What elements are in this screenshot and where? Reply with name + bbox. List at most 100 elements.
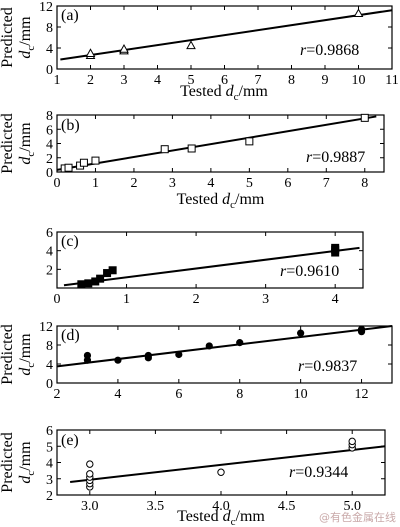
y-axis-label-line1: Predicted: [0, 432, 16, 492]
point-3-6: [108, 266, 117, 275]
point-3-9: [331, 243, 340, 252]
point-2-6: [160, 145, 169, 154]
panel-label: (c): [61, 233, 79, 250]
x-tick-label: 7: [255, 73, 262, 88]
y-tick-label: 4: [46, 42, 53, 57]
point-4-5: [144, 351, 152, 360]
y-tick-label: 8: [46, 109, 53, 124]
point-5-7: [217, 468, 225, 476]
point-4-3: [114, 356, 122, 364]
x-axis-text: Tested: [177, 508, 223, 525]
watermark-text: @有色金属在线: [319, 510, 396, 524]
x-tick-label: 1: [123, 292, 130, 307]
x-tick-label: 11: [385, 73, 398, 88]
x-axis-unit: /mm: [236, 508, 266, 525]
point-4-2: [83, 351, 92, 360]
y-axis-symbol: d: [17, 475, 34, 484]
x-axis-text: Tested: [177, 191, 223, 208]
x-axis-symbol: d: [226, 83, 235, 100]
x-tick-label: 8: [236, 387, 243, 402]
point-3-1: [77, 280, 86, 289]
y-tick-label: 12: [39, 0, 53, 15]
panel-label: (d): [61, 327, 80, 344]
point-2-5: [91, 156, 100, 165]
r-symbol: r: [289, 464, 296, 481]
chart-panel-c: 0 1 2 3 4 2 4 6 (c) r=0.9610: [46, 226, 364, 307]
y-tick-label: 2: [46, 489, 53, 504]
x-tick-label: 1: [92, 176, 99, 191]
correlation-label: r=0.9344: [289, 464, 348, 481]
panel-label: (b): [61, 117, 80, 134]
x-tick-label: 2: [130, 176, 137, 191]
y-tick-label: 4: [46, 138, 53, 153]
point-4-7: [205, 342, 213, 350]
y-axis-subscript: c: [25, 46, 37, 51]
x-tick-label: 2: [54, 387, 61, 402]
y-axis-unit: /mm: [17, 16, 34, 46]
x-tick-label: 2: [193, 292, 200, 307]
y-tick-label: 2: [46, 263, 53, 278]
x-tick-label: 6: [221, 73, 228, 88]
x-tick-label: 3: [169, 176, 176, 191]
x-axis-subscript: c: [231, 516, 236, 527]
point-4-9: [297, 329, 305, 337]
x-tick-label: 3.5: [147, 499, 165, 514]
x-tick-label: 4: [154, 73, 161, 88]
r-value: =0.9868: [306, 42, 359, 59]
x-tick-label: 3.0: [81, 499, 99, 514]
y-axis-subscript: c: [25, 471, 37, 476]
correlation-label: r=0.9868: [300, 42, 359, 59]
point-2-9: [360, 113, 369, 122]
x-tick-label: 6: [175, 387, 182, 402]
y-axis-symbol: d: [17, 50, 34, 59]
x-axis-symbol: d: [222, 191, 231, 208]
x-tick-label: 3: [262, 292, 269, 307]
plot-frame: [56, 429, 386, 496]
x-tick-label: 3: [121, 73, 128, 88]
x-tick-label: 12: [355, 387, 369, 402]
r-symbol: r: [298, 358, 305, 375]
point-2-4: [79, 158, 88, 167]
plot-frame: [56, 325, 393, 384]
point-1-6: [353, 8, 364, 18]
x-axis-text: Tested: [180, 83, 226, 100]
x-tick-label: 10: [352, 73, 366, 88]
x-tick-label: 5.0: [343, 499, 361, 514]
y-axis-label-line1: Predicted: [0, 113, 16, 173]
fit-line: [60, 9, 393, 61]
fit-line: [56, 325, 393, 368]
x-axis-unit: /mm: [239, 83, 269, 100]
point-2-7: [187, 144, 196, 153]
x-tick-label: 4: [207, 176, 214, 191]
y-tick-label: 4: [46, 358, 53, 373]
r-symbol: r: [306, 149, 313, 166]
y-tick-label: 12: [39, 320, 53, 335]
r-value: =0.9837: [304, 358, 357, 375]
x-tick-label: 10: [294, 387, 308, 402]
y-axis-symbol: d: [17, 367, 34, 376]
y-axis-unit: /mm: [17, 441, 34, 471]
x-axis-label-top: Tested dc/mm: [180, 83, 268, 103]
y-tick-label: 8: [46, 21, 53, 36]
x-tick-label: 6: [284, 176, 291, 191]
y-tick-label: 0: [46, 377, 53, 392]
y-tick-label: 3: [46, 473, 53, 488]
panel-label: (a): [61, 7, 79, 24]
point-1-2: [85, 48, 96, 57]
y-tick-label: 0: [46, 166, 53, 181]
y-tick-label: 6: [46, 424, 53, 439]
y-axis-unit: /mm: [17, 122, 34, 152]
x-tick-label: 2: [87, 73, 94, 88]
x-tick-label: 5: [246, 176, 253, 191]
x-tick-label: 7: [323, 176, 330, 191]
point-5-10: [348, 437, 356, 446]
point-5-6: [86, 460, 94, 468]
x-axis-label: Tested dc/mm: [177, 508, 265, 527]
y-axis-label-line2: dc/mm: [17, 441, 37, 484]
y-tick-label: 2: [46, 152, 53, 167]
y-axis-label-line2: dc/mm: [17, 122, 37, 165]
x-tick-label: 4: [332, 292, 339, 307]
correlation-label: r=0.9837: [298, 358, 357, 375]
